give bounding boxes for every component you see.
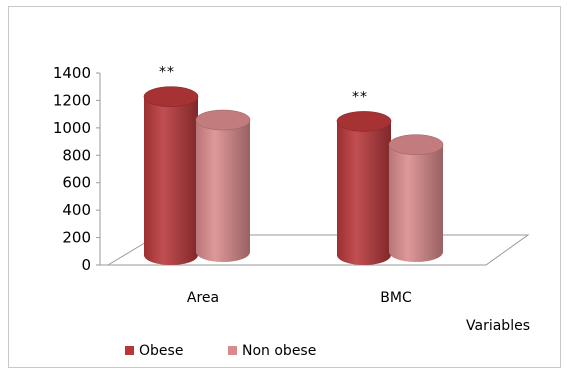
bar-obese-bmc [336, 111, 392, 266]
bar-top [143, 86, 199, 108]
bar-obese-area [143, 86, 199, 265]
significance-label: ** [352, 89, 368, 105]
bar-non-obese-area [195, 109, 251, 263]
legend-label: Non obese [242, 343, 316, 359]
y-tick-label: 0 [81, 256, 91, 274]
bar-top [336, 111, 392, 132]
significance-label: ** [159, 65, 175, 81]
y-tick-label: 1400 [53, 64, 91, 82]
y-tick-label: 1200 [53, 91, 91, 109]
y-tick-label: 800 [62, 146, 91, 164]
x-category-label: Area [187, 290, 219, 306]
bar-body [196, 120, 250, 263]
bar-top [388, 134, 444, 156]
y-tick-label: 200 [62, 229, 91, 247]
legend: Obese Non obese [125, 343, 316, 359]
bar-body [144, 96, 198, 265]
y-tick-label: 600 [62, 174, 91, 192]
bar-body [389, 144, 443, 262]
x-category-label: BMC [380, 290, 412, 306]
bar-non-obese-bmc [388, 134, 444, 262]
labels: ** Area ** BMC [159, 65, 412, 306]
legend-swatch [228, 346, 237, 355]
bar-body [337, 121, 391, 266]
bars [143, 86, 444, 266]
legend-swatch [125, 346, 134, 355]
bar-top [195, 109, 251, 131]
y-axis: 0 200 400 600 800 1000 1200 1400 [53, 64, 108, 274]
y-tick-label: 1000 [53, 119, 91, 137]
y-tick-label: 400 [62, 201, 91, 219]
legend-label: Obese [139, 343, 183, 359]
x-axis-title: Variables [466, 318, 530, 334]
